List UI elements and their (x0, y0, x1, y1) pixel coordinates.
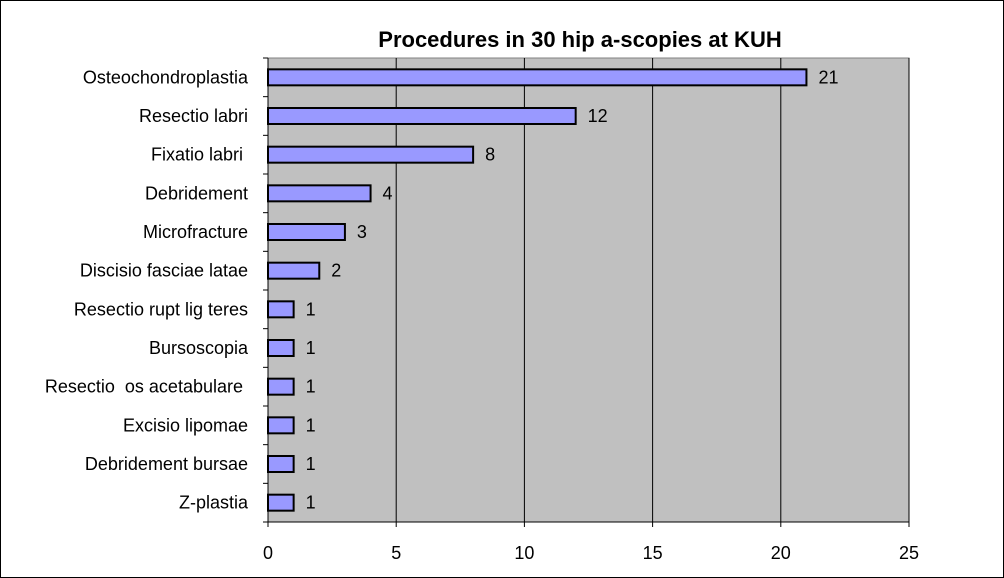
data-label: 1 (306, 415, 316, 435)
data-label: 8 (485, 145, 495, 165)
bar (267, 223, 346, 241)
bar (267, 455, 295, 473)
x-tick-label: 5 (391, 543, 401, 563)
category-label: Resectio os acetabulare (45, 377, 248, 397)
x-tick-label: 0 (263, 543, 273, 563)
category-label: Resectio rupt lig teres (74, 299, 248, 319)
category-label: Debridement bursae (85, 454, 248, 474)
data-label: 1 (306, 299, 316, 319)
bar (267, 493, 295, 512)
data-label: 2 (331, 261, 341, 281)
category-label: Z-plastia (179, 493, 249, 513)
bar (267, 145, 475, 164)
bar (267, 184, 372, 203)
x-tick-label: 20 (771, 543, 791, 563)
bar (267, 339, 295, 357)
x-tick-label: 15 (643, 543, 663, 563)
chart-title: Procedures in 30 hip a-scopies at KUH (378, 27, 781, 52)
axes (263, 57, 910, 527)
bar (267, 377, 295, 396)
data-label: 1 (306, 493, 316, 513)
category-label: Excisio lipomae (123, 415, 248, 435)
data-label: 1 (306, 454, 316, 474)
data-label: 3 (357, 222, 367, 242)
data-label: 1 (306, 377, 316, 397)
x-tick-label: 10 (514, 543, 534, 563)
data-label: 21 (818, 67, 838, 87)
bar (267, 416, 295, 435)
category-label: Resectio labri (139, 106, 248, 126)
category-label: Fixatio labri (151, 145, 248, 165)
gridlines (395, 58, 910, 522)
category-label: Discisio fasciae latae (80, 261, 248, 281)
category-label: Microfracture (143, 222, 248, 242)
bar (267, 261, 321, 280)
plot-area (267, 57, 910, 523)
bars (267, 68, 808, 512)
category-label: Bursoscopia (149, 338, 249, 358)
bar (267, 107, 577, 125)
data-label: 1 (306, 338, 316, 358)
category-label: Osteochondroplastia (83, 67, 249, 87)
bar (267, 68, 808, 87)
bar (267, 300, 295, 319)
category-label: Debridement (145, 183, 248, 203)
data-label: 12 (588, 106, 608, 126)
data-label: 4 (383, 183, 393, 203)
x-tick-label: 25 (899, 543, 919, 563)
